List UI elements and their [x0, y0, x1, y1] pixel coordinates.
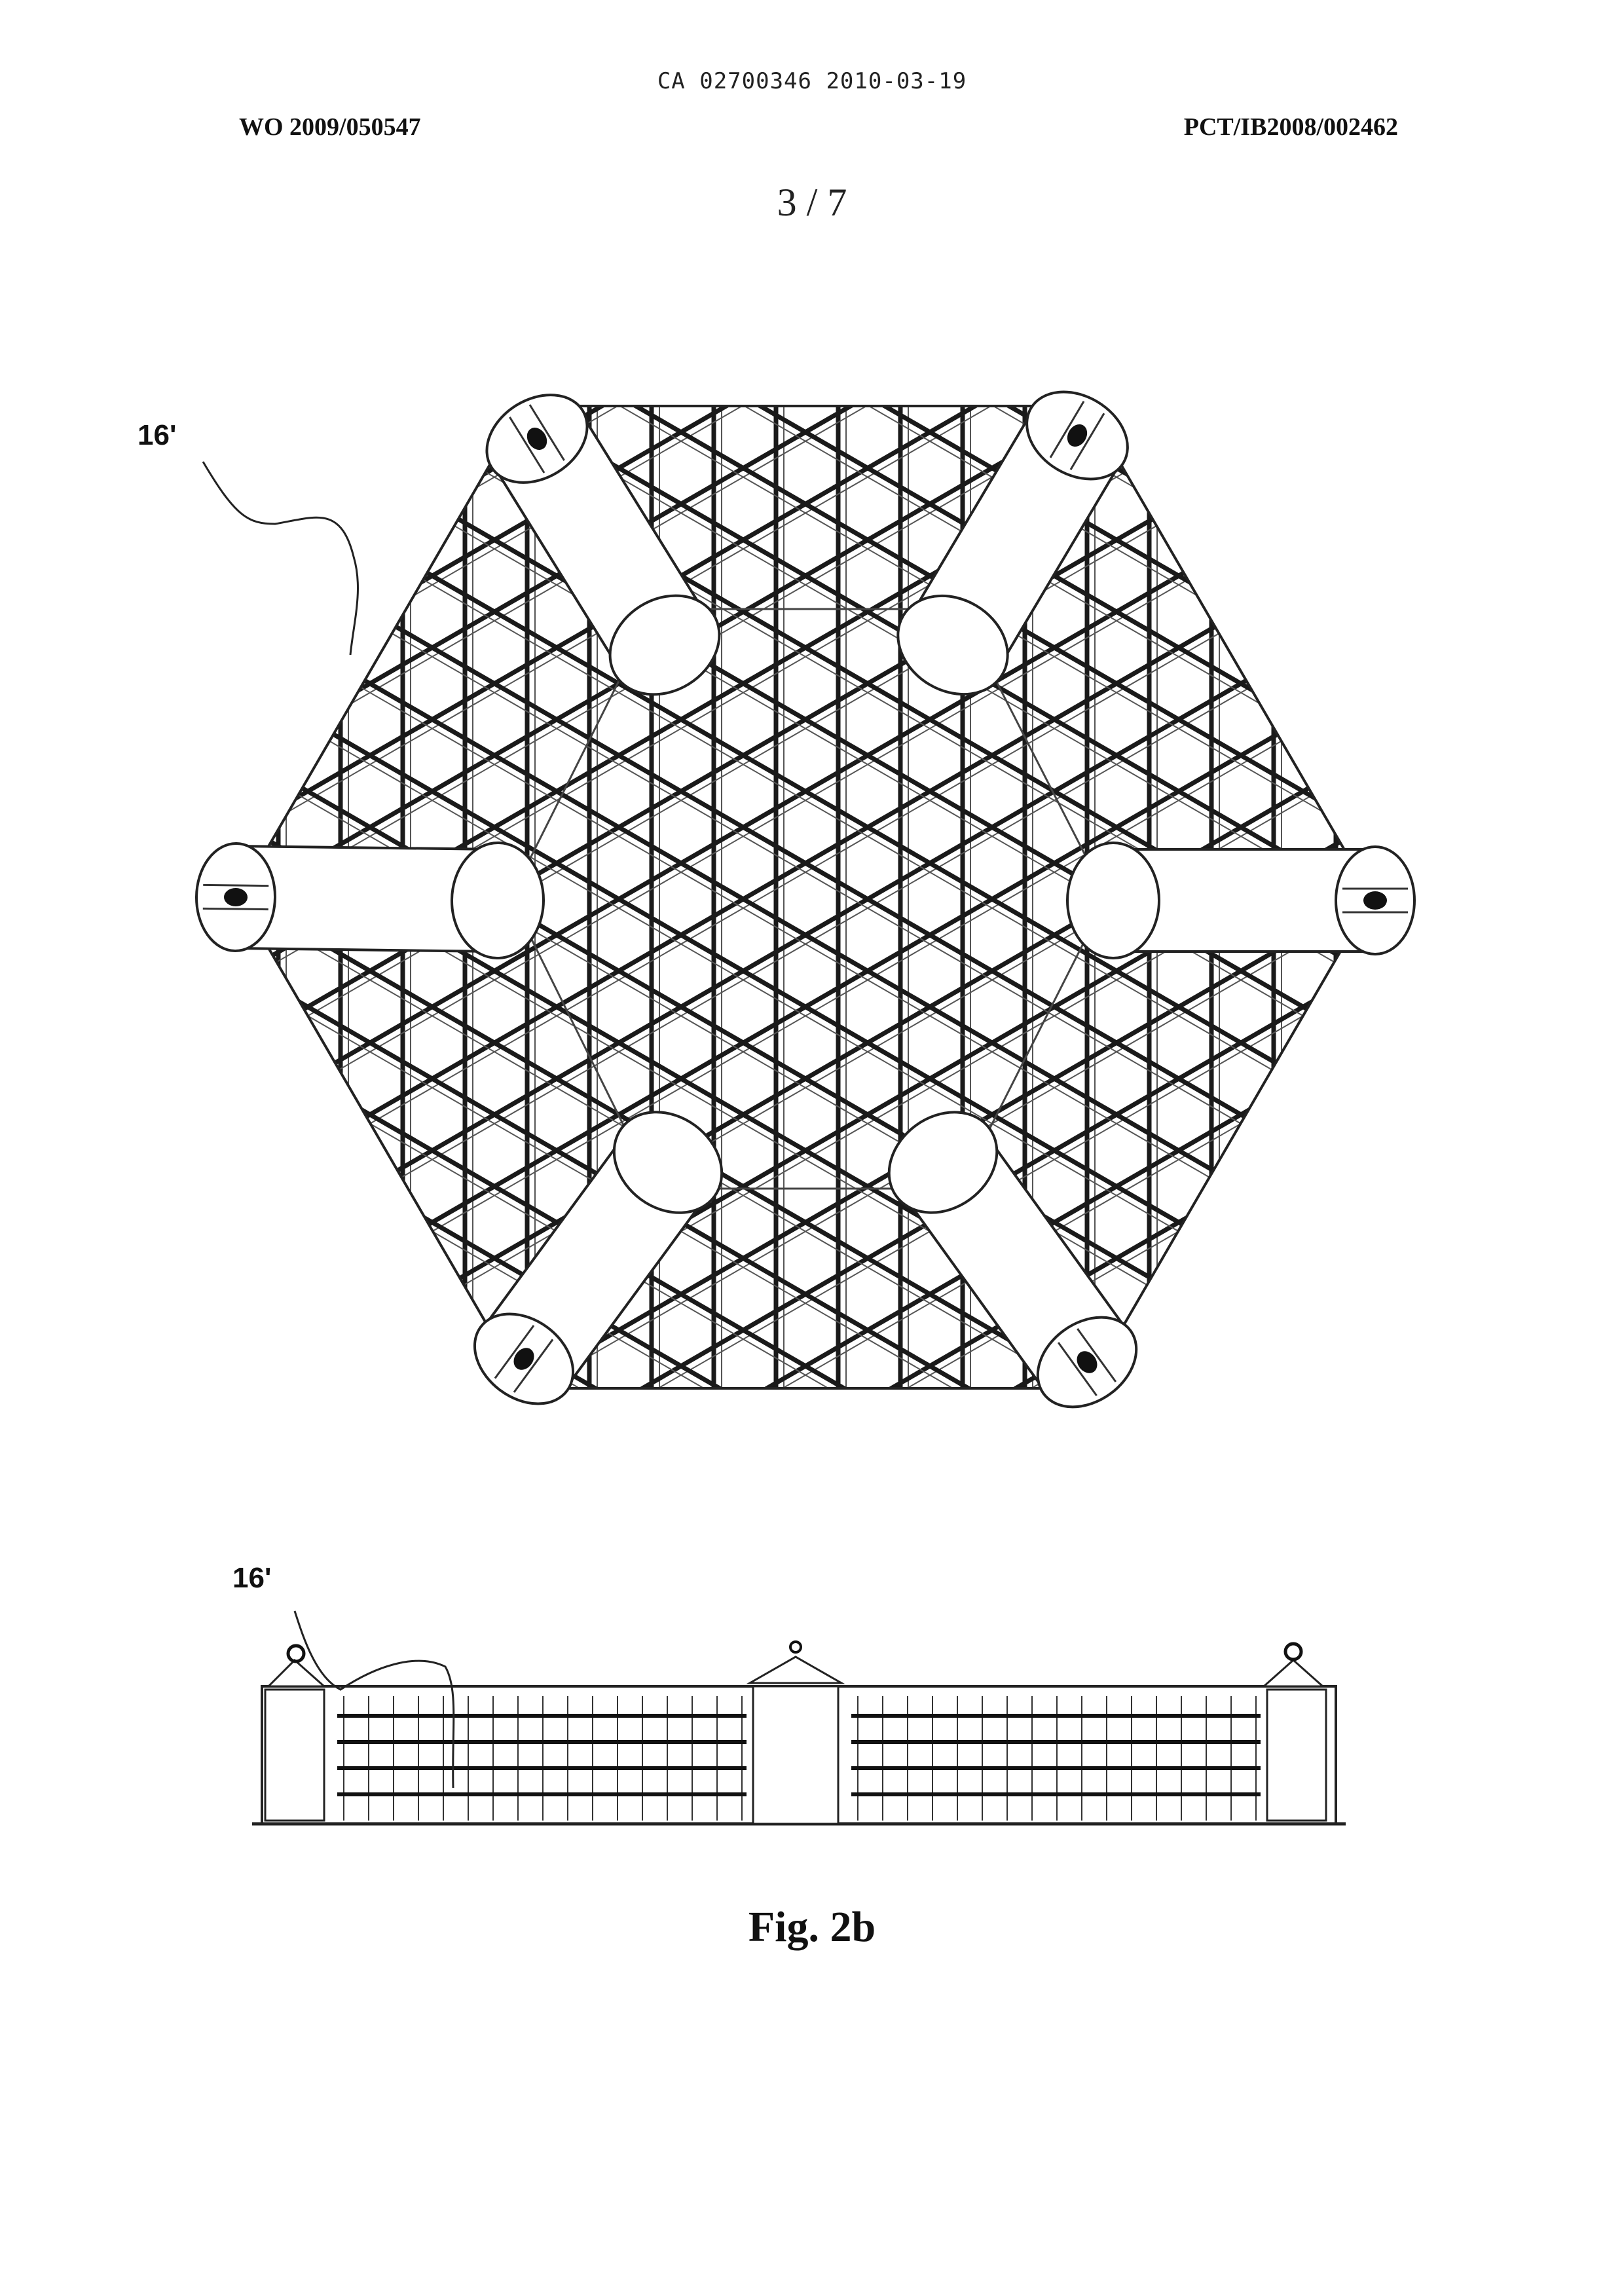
center-float-column [753, 1686, 838, 1824]
left-float-column [265, 1690, 324, 1821]
center-lifting-eye [790, 1642, 801, 1652]
right-roof [1264, 1660, 1323, 1686]
figure-caption: Fig. 2b [0, 1902, 1624, 1952]
right-lifting-eye [1285, 1644, 1301, 1659]
center-roof [750, 1657, 841, 1683]
left-lifting-eye [288, 1646, 304, 1661]
right-float-column [1267, 1690, 1326, 1821]
